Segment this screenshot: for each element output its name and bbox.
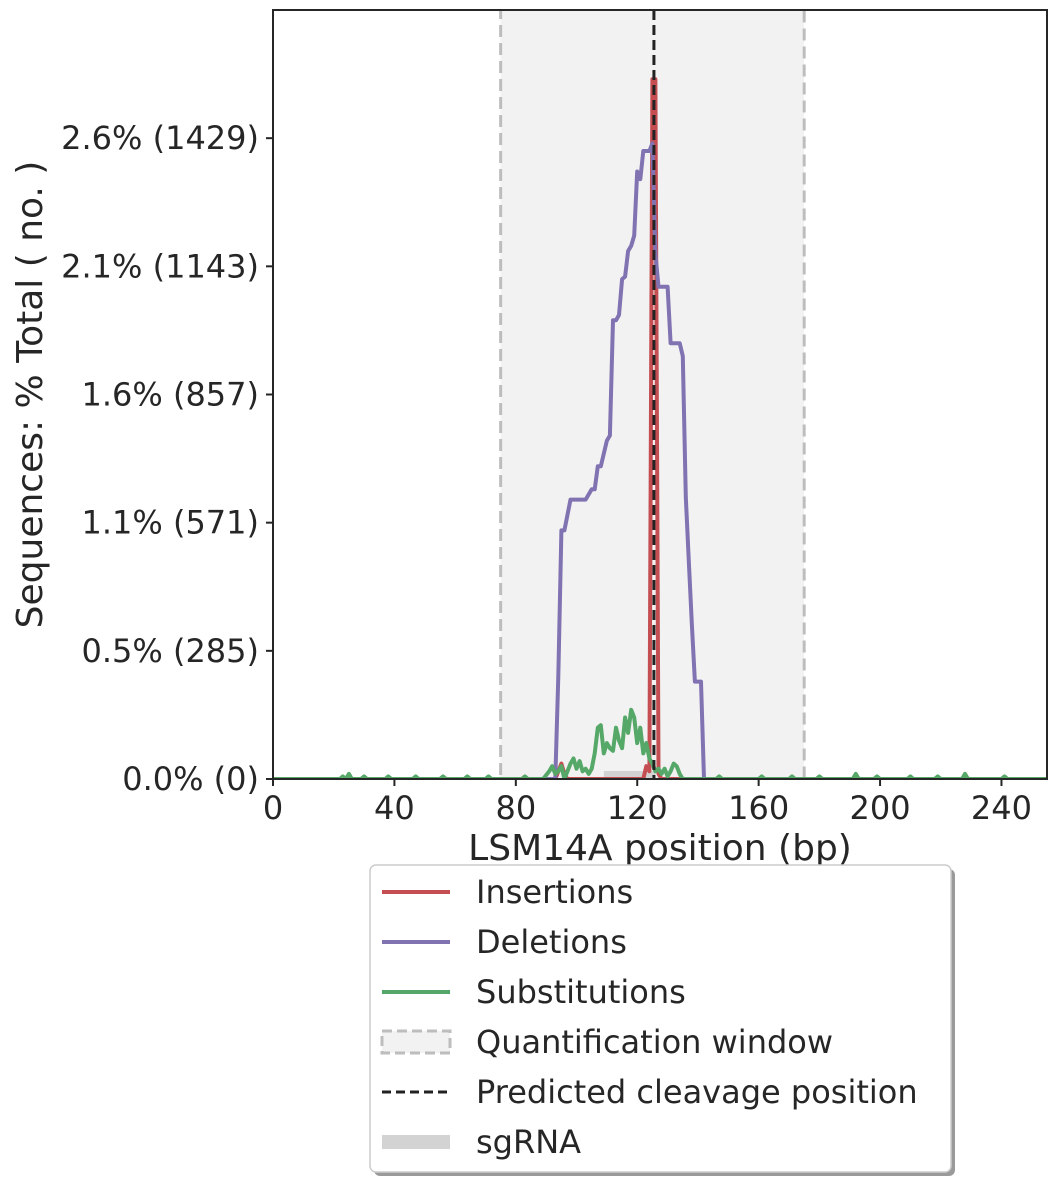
y-tick-label: 1.1% (571) [81,504,259,542]
x-tick-label: 200 [850,789,911,827]
plot-area [273,10,1047,779]
legend-label: Substitutions [476,973,686,1011]
series-line-deletions [273,141,1047,779]
x-tick-label: 0 [263,789,283,827]
legend-label: Predicted cleavage position [476,1073,918,1111]
y-tick-label: 0.0% (0) [122,760,259,798]
legend-label: Deletions [476,923,627,961]
x-tick-label: 120 [607,789,668,827]
legend-label: sgRNA [476,1123,581,1161]
legend: Insertions Deletions Substitutions Quantifi… [369,864,955,1176]
legend-label: Insertions [476,873,633,911]
legend-box [369,864,952,1173]
x-tick-label: 160 [728,789,789,827]
y-axis-title: Sequences: % Total ( no. ) [10,161,51,629]
axes: 0 40 80 120 160 200 240 0.0% (0) 0.5% (285) 1.1% … [10,9,1048,869]
legend-label: Quantification window [476,1023,833,1061]
x-tick-label: 40 [374,789,415,827]
y-tick-label: 1.6% (857) [81,376,259,414]
y-tick-label: 2.6% (1429) [61,119,259,157]
series-line-substitutions [273,707,1047,779]
legend-handle-quantification-window [380,1029,452,1055]
x-axis-title: LSM14A position (bp) [468,828,852,869]
y-tick-label: 0.5% (285) [81,632,259,670]
series-line-insertions [273,77,1047,779]
y-tick-label: 2.1% (1143) [61,247,259,285]
x-tick-label: 80 [495,789,536,827]
x-tick-label: 240 [971,789,1032,827]
